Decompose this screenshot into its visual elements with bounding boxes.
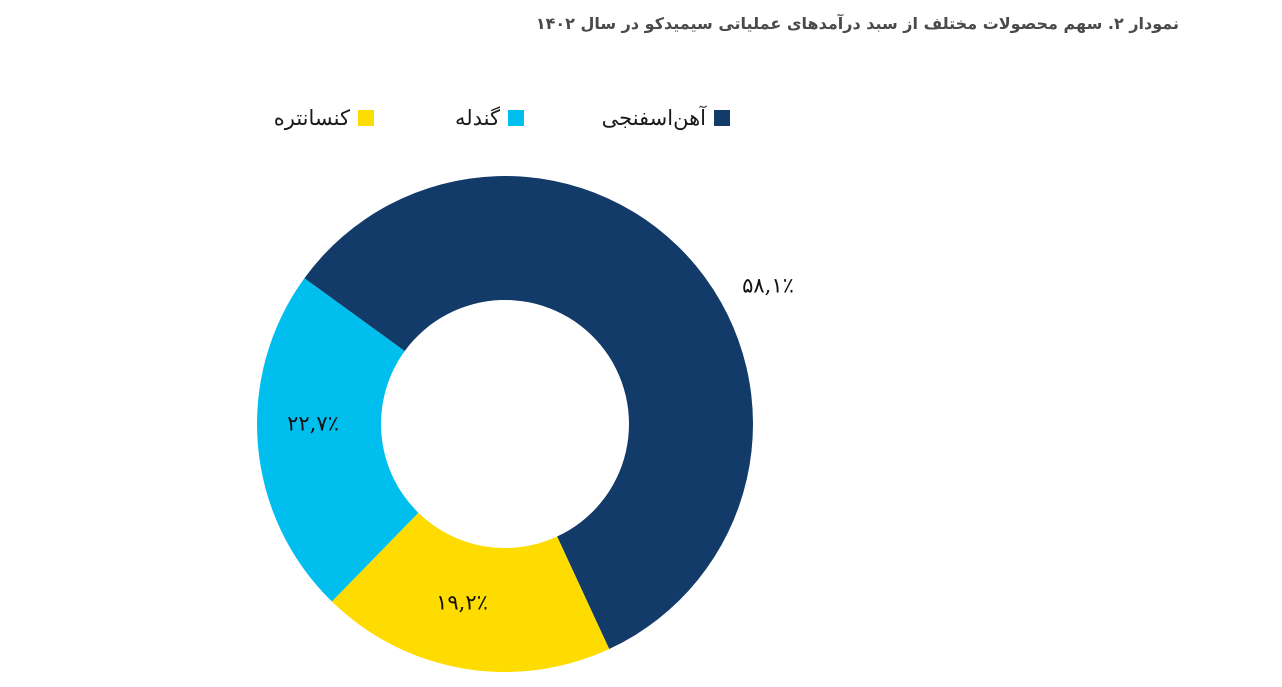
legend-item-sponge-iron: آهن‌اسفنجی: [602, 100, 730, 136]
donut-slice-2: [256, 278, 419, 602]
legend-label-concentrate: کنسانتره: [273, 106, 350, 130]
legend-item-concentrate: کنسانتره: [274, 100, 374, 136]
slice-value-label-1: ۱۹,۲٪: [436, 591, 488, 615]
donut-slice-0: [304, 175, 753, 650]
legend-swatch-sponge-iron: [714, 110, 730, 126]
legend-item-pellet: گندله: [455, 100, 524, 136]
donut-slice-1: [331, 512, 610, 672]
legend-label-pellet: گندله: [454, 106, 500, 130]
slice-value-label-0: ۵۸,۱٪: [742, 274, 794, 298]
slice-value-label-2: ۲۲,۷٪: [287, 412, 339, 436]
chart-title: نمودار ۲. سهم محصولات مختلف از سبد درآمد…: [535, 14, 1179, 33]
legend-label-sponge-iron: آهن‌اسفنجی: [601, 106, 706, 130]
legend-swatch-pellet: [508, 110, 524, 126]
legend: آهن‌اسفنجی گندله کنسانتره: [250, 100, 750, 136]
legend-swatch-concentrate: [358, 110, 374, 126]
